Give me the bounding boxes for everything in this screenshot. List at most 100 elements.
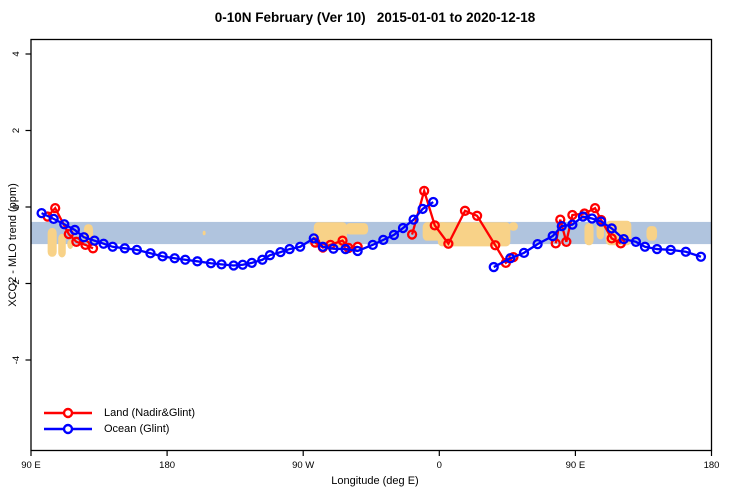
data-point — [50, 202, 61, 214]
data-point — [192, 256, 203, 267]
data-point — [606, 223, 617, 234]
data-point — [169, 253, 180, 264]
plot-border — [30, 38, 713, 452]
data-point — [606, 233, 617, 244]
data-point — [547, 230, 558, 242]
y-tick-label: -2 — [11, 279, 22, 287]
data-point — [695, 251, 707, 262]
legend-label-land: Land (Nadir&Glint) — [104, 407, 196, 419]
data-point — [340, 243, 351, 255]
data-point — [295, 241, 306, 252]
data-point — [532, 238, 543, 250]
data-point — [69, 224, 81, 236]
ocean-series-swatch-icon — [44, 423, 92, 435]
x-axis-title: Longitude (deg E) — [331, 475, 419, 487]
data-point — [561, 236, 572, 247]
y-tick-label: 4 — [11, 51, 22, 56]
data-point — [567, 209, 578, 221]
data-point — [71, 236, 82, 247]
data-point — [488, 261, 499, 273]
data-point — [352, 245, 363, 257]
data-point — [428, 196, 439, 208]
data-point — [408, 214, 419, 225]
data-point — [490, 240, 501, 251]
data-point — [264, 250, 276, 261]
data-point — [618, 233, 629, 245]
legend-item-land: Land (Nadir&Glint) — [42, 405, 195, 421]
data-point — [443, 238, 454, 249]
data-point — [555, 214, 566, 225]
y-tick-label: 0 — [11, 204, 22, 209]
data-point — [556, 220, 567, 232]
data-point — [505, 253, 516, 264]
data-point — [284, 243, 295, 255]
data-point — [388, 229, 400, 241]
data-point — [131, 244, 143, 255]
data-point — [308, 233, 319, 244]
y-tick-label: 2 — [11, 128, 22, 133]
land-shading-region — [508, 222, 518, 231]
x-tick-label: 90 E — [566, 460, 586, 471]
data-point — [459, 205, 471, 216]
data-point — [630, 236, 642, 247]
land-shading-region — [58, 233, 66, 258]
data-point — [59, 219, 70, 230]
data-point — [419, 185, 430, 197]
data-point — [651, 243, 663, 255]
data-point — [89, 235, 100, 246]
data-point — [471, 210, 483, 221]
data-point — [406, 229, 418, 240]
data-point — [586, 213, 598, 224]
chart-title: 0-10N February (Ver 10) 2015-01-01 to 20… — [214, 10, 536, 25]
data-point — [205, 258, 217, 269]
data-point — [317, 241, 329, 252]
data-point — [397, 222, 409, 234]
data-point — [246, 257, 257, 268]
y-axis-title: XCO2 - MLO trend (ppm) — [7, 183, 19, 307]
land-series-swatch-icon — [44, 407, 92, 419]
land-shading-region — [202, 230, 206, 236]
data-point — [257, 254, 268, 265]
data-point — [417, 203, 428, 215]
data-point — [107, 241, 118, 252]
data-point — [237, 259, 248, 270]
data-point — [639, 241, 651, 252]
data-point — [145, 248, 156, 259]
data-point — [36, 207, 47, 219]
legend-item-ocean: Ocean (Glint) — [42, 421, 195, 437]
x-tick-label: 180 — [159, 460, 175, 471]
data-point — [48, 213, 59, 225]
x-tick-label: 90 E — [21, 460, 41, 471]
data-point — [567, 219, 578, 230]
data-point — [595, 216, 607, 227]
y-tick-label: -4 — [11, 356, 22, 364]
data-point — [680, 246, 691, 257]
x-tick-label: 180 — [704, 460, 720, 471]
data-point — [275, 246, 286, 258]
legend-label-ocean: Ocean (Glint) — [104, 423, 170, 435]
data-point — [78, 232, 90, 243]
data-point — [665, 244, 676, 255]
land-shading-region — [345, 223, 369, 235]
reference-band — [31, 221, 712, 245]
x-tick-label: 90 W — [292, 460, 314, 471]
data-point — [429, 220, 440, 231]
data-point — [119, 243, 130, 254]
data-point — [216, 259, 227, 270]
data-point — [337, 235, 348, 246]
data-point — [157, 251, 168, 262]
data-point — [589, 202, 601, 214]
land-shading-region — [584, 223, 594, 246]
x-tick-label: 0 — [437, 460, 442, 471]
ocean-series — [36, 196, 707, 273]
data-point — [367, 239, 378, 251]
data-point — [577, 211, 589, 222]
data-point — [518, 247, 530, 259]
land-shading-region — [646, 226, 658, 241]
data-point — [378, 234, 389, 246]
land-shading-region — [47, 228, 57, 257]
legend: Land (Nadir&Glint) Ocean (Glint) — [42, 405, 195, 437]
data-point — [328, 243, 339, 254]
